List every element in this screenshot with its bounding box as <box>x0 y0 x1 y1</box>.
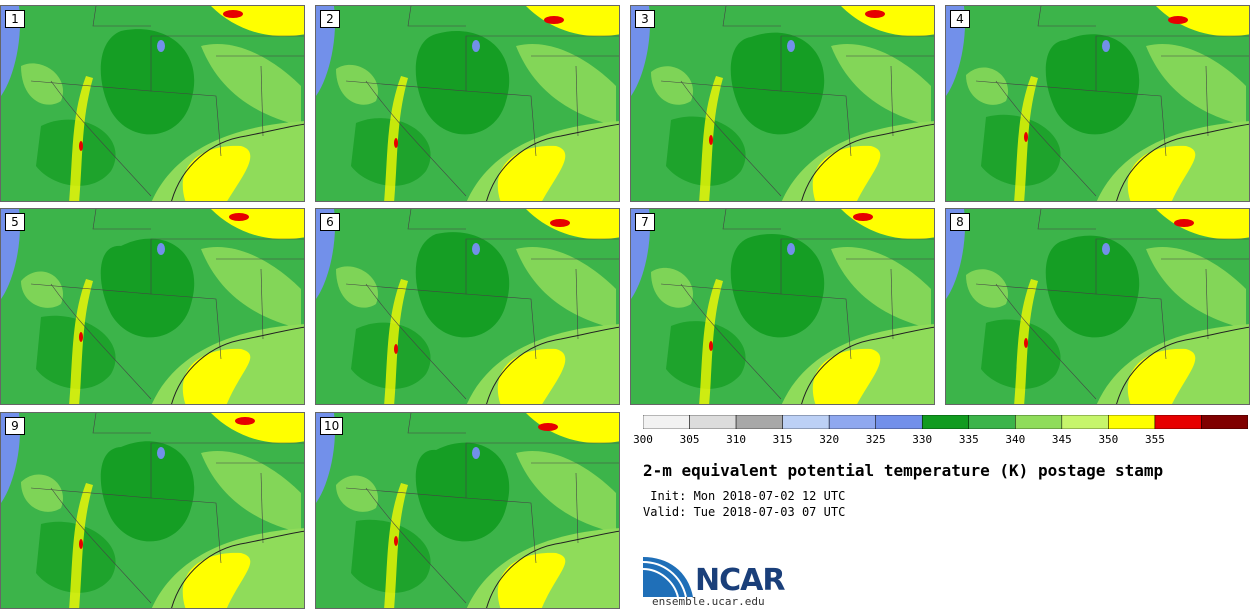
ensemble-member-panel: 4 <box>945 5 1250 202</box>
ncar-logo-icon <box>643 557 693 597</box>
ensemble-member-panel: 10 <box>315 412 620 609</box>
colorbar-tick-label: 335 <box>958 433 979 446</box>
member-number: 4 <box>950 10 970 28</box>
colorbar-segment <box>1108 415 1156 429</box>
colorbar-tick-label: 305 <box>679 433 700 446</box>
member-number: 1 <box>5 10 25 28</box>
member-number: 8 <box>950 213 970 231</box>
theta-e-map <box>316 209 619 404</box>
ensemble-member-panel: 1 <box>0 5 305 202</box>
colorbar-segment <box>921 415 970 429</box>
ensemble-member-panel: 8 <box>945 208 1250 405</box>
theta-e-map <box>631 209 934 404</box>
theta-e-map <box>946 6 1249 201</box>
colorbar-segment <box>828 415 876 429</box>
theta-e-map <box>316 413 619 608</box>
theta-e-map <box>1 413 304 608</box>
member-number: 2 <box>320 10 340 28</box>
ensemble-member-panel: 3 <box>630 5 935 202</box>
colorbar <box>643 415 1248 429</box>
colorbar-tick-label: 325 <box>865 433 886 446</box>
colorbar-segment <box>1015 415 1063 429</box>
ensemble-member-panel: 9 <box>0 412 305 609</box>
colorbar-tick-label: 320 <box>819 433 840 446</box>
theta-e-map <box>1 209 304 404</box>
website-url: ensemble.ucar.edu <box>652 595 765 608</box>
member-number: 9 <box>5 417 25 435</box>
theta-e-map <box>631 6 934 201</box>
colorbar-segment <box>1154 415 1202 429</box>
colorbar-segment <box>689 415 737 429</box>
colorbar-segment <box>1201 415 1248 429</box>
colorbar-tick-label: 315 <box>772 433 793 446</box>
ensemble-member-panel: 2 <box>315 5 620 202</box>
ensemble-member-panel: 5 <box>0 208 305 405</box>
member-number: 6 <box>320 213 340 231</box>
valid-time: Valid: Tue 2018-07-03 07 UTC <box>643 505 846 519</box>
ensemble-member-panel: 7 <box>630 208 935 405</box>
member-number: 7 <box>635 213 655 231</box>
colorbar-segment <box>875 415 923 429</box>
member-number: 3 <box>635 10 655 28</box>
plot-title: 2-m equivalent potential temperature (K)… <box>643 461 1164 480</box>
colorbar-tick-label: 330 <box>912 433 933 446</box>
init-time: Init: Mon 2018-07-02 12 UTC <box>643 489 846 503</box>
ensemble-member-panel: 6 <box>315 208 620 405</box>
logo-text: NCAR <box>695 563 785 598</box>
colorbar-segment <box>735 415 783 429</box>
colorbar-segment <box>968 415 1016 429</box>
member-number: 5 <box>5 213 25 231</box>
member-number: 10 <box>320 417 344 435</box>
colorbar-segment <box>782 415 830 429</box>
colorbar-tick-label: 300 <box>633 433 653 446</box>
theta-e-map <box>1 6 304 201</box>
theta-e-map <box>316 6 619 201</box>
colorbar-tick-label: 340 <box>1005 433 1026 446</box>
colorbar-segment <box>1061 415 1109 429</box>
colorbar-segment <box>643 415 690 429</box>
theta-e-map <box>946 209 1249 404</box>
colorbar-tick-label: 310 <box>726 433 746 446</box>
colorbar-tick-label: 355 <box>1144 433 1165 446</box>
colorbar-tick-label: 345 <box>1051 433 1072 446</box>
colorbar-tick-label: 350 <box>1098 433 1119 446</box>
